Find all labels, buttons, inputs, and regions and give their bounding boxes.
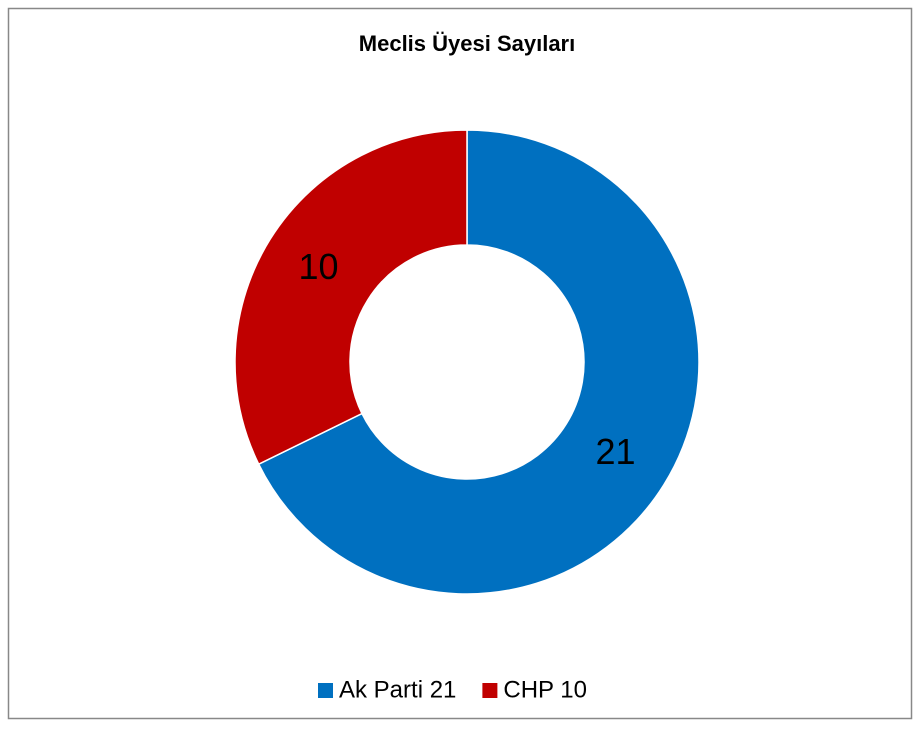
legend-label: CHP 10	[503, 676, 587, 703]
legend-label: Ak Parti 21	[339, 676, 456, 703]
donut-slice	[234, 129, 468, 466]
donut-slice	[257, 129, 700, 595]
data-label: 21	[595, 431, 635, 472]
chart-border	[7, 7, 913, 720]
data-label: 10	[298, 246, 338, 287]
legend-swatch	[482, 683, 498, 698]
chart-title: Meclis Üyesi Sayıları	[359, 31, 575, 56]
legend-swatch	[318, 683, 333, 698]
